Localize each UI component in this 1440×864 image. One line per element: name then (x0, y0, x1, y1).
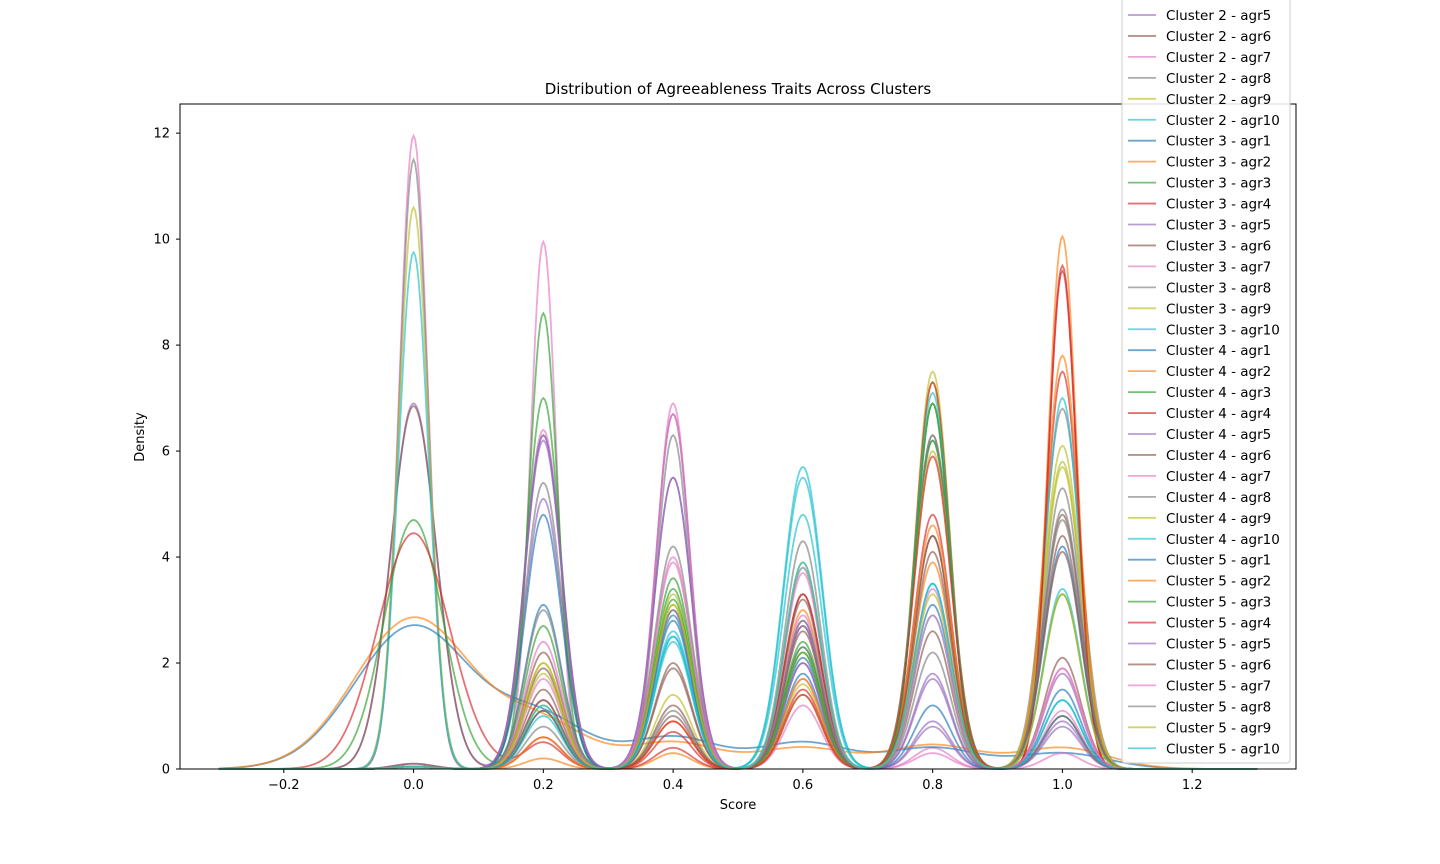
x-tick-label: 0.4 (663, 778, 684, 793)
x-tick-label: 0.0 (403, 778, 424, 793)
y-tick-label: 0 (162, 763, 170, 778)
x-axis-label: Score (720, 798, 756, 813)
x-tick-label: −0.2 (268, 778, 300, 793)
legend-label: Cluster 3 - agr1 (1166, 134, 1271, 150)
legend-label: Cluster 5 - agr1 (1166, 553, 1271, 569)
chart-title: Distribution of Agreeableness Traits Acr… (545, 80, 932, 98)
y-tick-label: 10 (153, 233, 170, 248)
legend-label: Cluster 4 - agr8 (1166, 490, 1271, 506)
legend-label: Cluster 4 - agr3 (1166, 385, 1271, 401)
legend-label: Cluster 5 - agr2 (1166, 574, 1271, 590)
legend-label: Cluster 2 - agr6 (1166, 29, 1271, 45)
legend-label: Cluster 5 - agr10 (1166, 741, 1280, 757)
legend-label: Cluster 2 - agr9 (1166, 92, 1271, 108)
legend-frame (1121, 0, 1291, 764)
y-tick-label: 12 (153, 127, 170, 142)
legend: Cluster 2 - agr5 Cluster 2 - agr6 Cluster … (1121, 0, 1291, 764)
y-axis-label: Density (133, 412, 148, 462)
series-line-36 (218, 561, 1258, 770)
legend-label: Cluster 3 - agr5 (1166, 218, 1271, 234)
y-tick-label: 8 (162, 339, 170, 354)
x-tick-label: 1.2 (1182, 778, 1203, 793)
legend-label: Cluster 5 - agr9 (1166, 720, 1271, 736)
legend-label: Cluster 2 - agr7 (1166, 50, 1271, 66)
legend-label: Cluster 3 - agr2 (1166, 155, 1271, 171)
legend-label: Cluster 2 - agr5 (1166, 8, 1271, 24)
legend-label: Cluster 3 - agr7 (1166, 259, 1271, 275)
x-tick-label: 1.0 (1052, 778, 1073, 793)
legend-label: Cluster 4 - agr5 (1166, 427, 1271, 443)
series-line-7 (218, 624, 1258, 770)
legend-label: Cluster 4 - agr10 (1166, 532, 1280, 548)
legend-label: Cluster 4 - agr7 (1166, 469, 1271, 485)
legend-label: Cluster 3 - agr8 (1166, 280, 1271, 296)
legend-label: Cluster 4 - agr1 (1166, 343, 1271, 359)
legend-label: Cluster 4 - agr2 (1166, 364, 1271, 380)
x-tick-label: 0.2 (533, 778, 554, 793)
legend-label: Cluster 3 - agr3 (1166, 176, 1271, 192)
legend-label: Cluster 5 - agr5 (1166, 637, 1271, 653)
legend-label: Cluster 5 - agr4 (1166, 616, 1271, 632)
legend-label: Cluster 2 - agr8 (1166, 71, 1271, 87)
legend-label: Cluster 3 - agr6 (1166, 238, 1271, 254)
y-tick-label: 6 (162, 445, 170, 460)
legend-label: Cluster 3 - agr4 (1166, 197, 1271, 213)
legend-label: Cluster 5 - agr6 (1166, 657, 1271, 673)
x-tick-label: 0.6 (793, 778, 814, 793)
legend-label: Cluster 5 - agr8 (1166, 699, 1271, 715)
series-line-8 (218, 616, 1258, 770)
plot-frame (179, 103, 1297, 770)
legend-label: Cluster 3 - agr10 (1166, 322, 1280, 338)
legend-label: Cluster 3 - agr9 (1166, 301, 1271, 317)
legend-label: Cluster 5 - agr3 (1166, 595, 1271, 611)
x-tick-label: 0.8 (922, 778, 943, 793)
legend-label: Cluster 5 - agr7 (1166, 678, 1271, 694)
y-tick-label: 4 (162, 551, 170, 566)
legend-label: Cluster 4 - agr6 (1166, 448, 1271, 464)
legend-label: Cluster 2 - agr10 (1166, 113, 1280, 129)
y-tick-label: 2 (162, 657, 170, 672)
legend-label: Cluster 4 - agr9 (1166, 511, 1271, 527)
legend-label: Cluster 4 - agr4 (1166, 406, 1271, 422)
axes-layer: −0.2 0.0 0.2 0.4 0.6 0.8 1.0 1.2 0 2 4 6 8 10 12 (153, 127, 1202, 793)
